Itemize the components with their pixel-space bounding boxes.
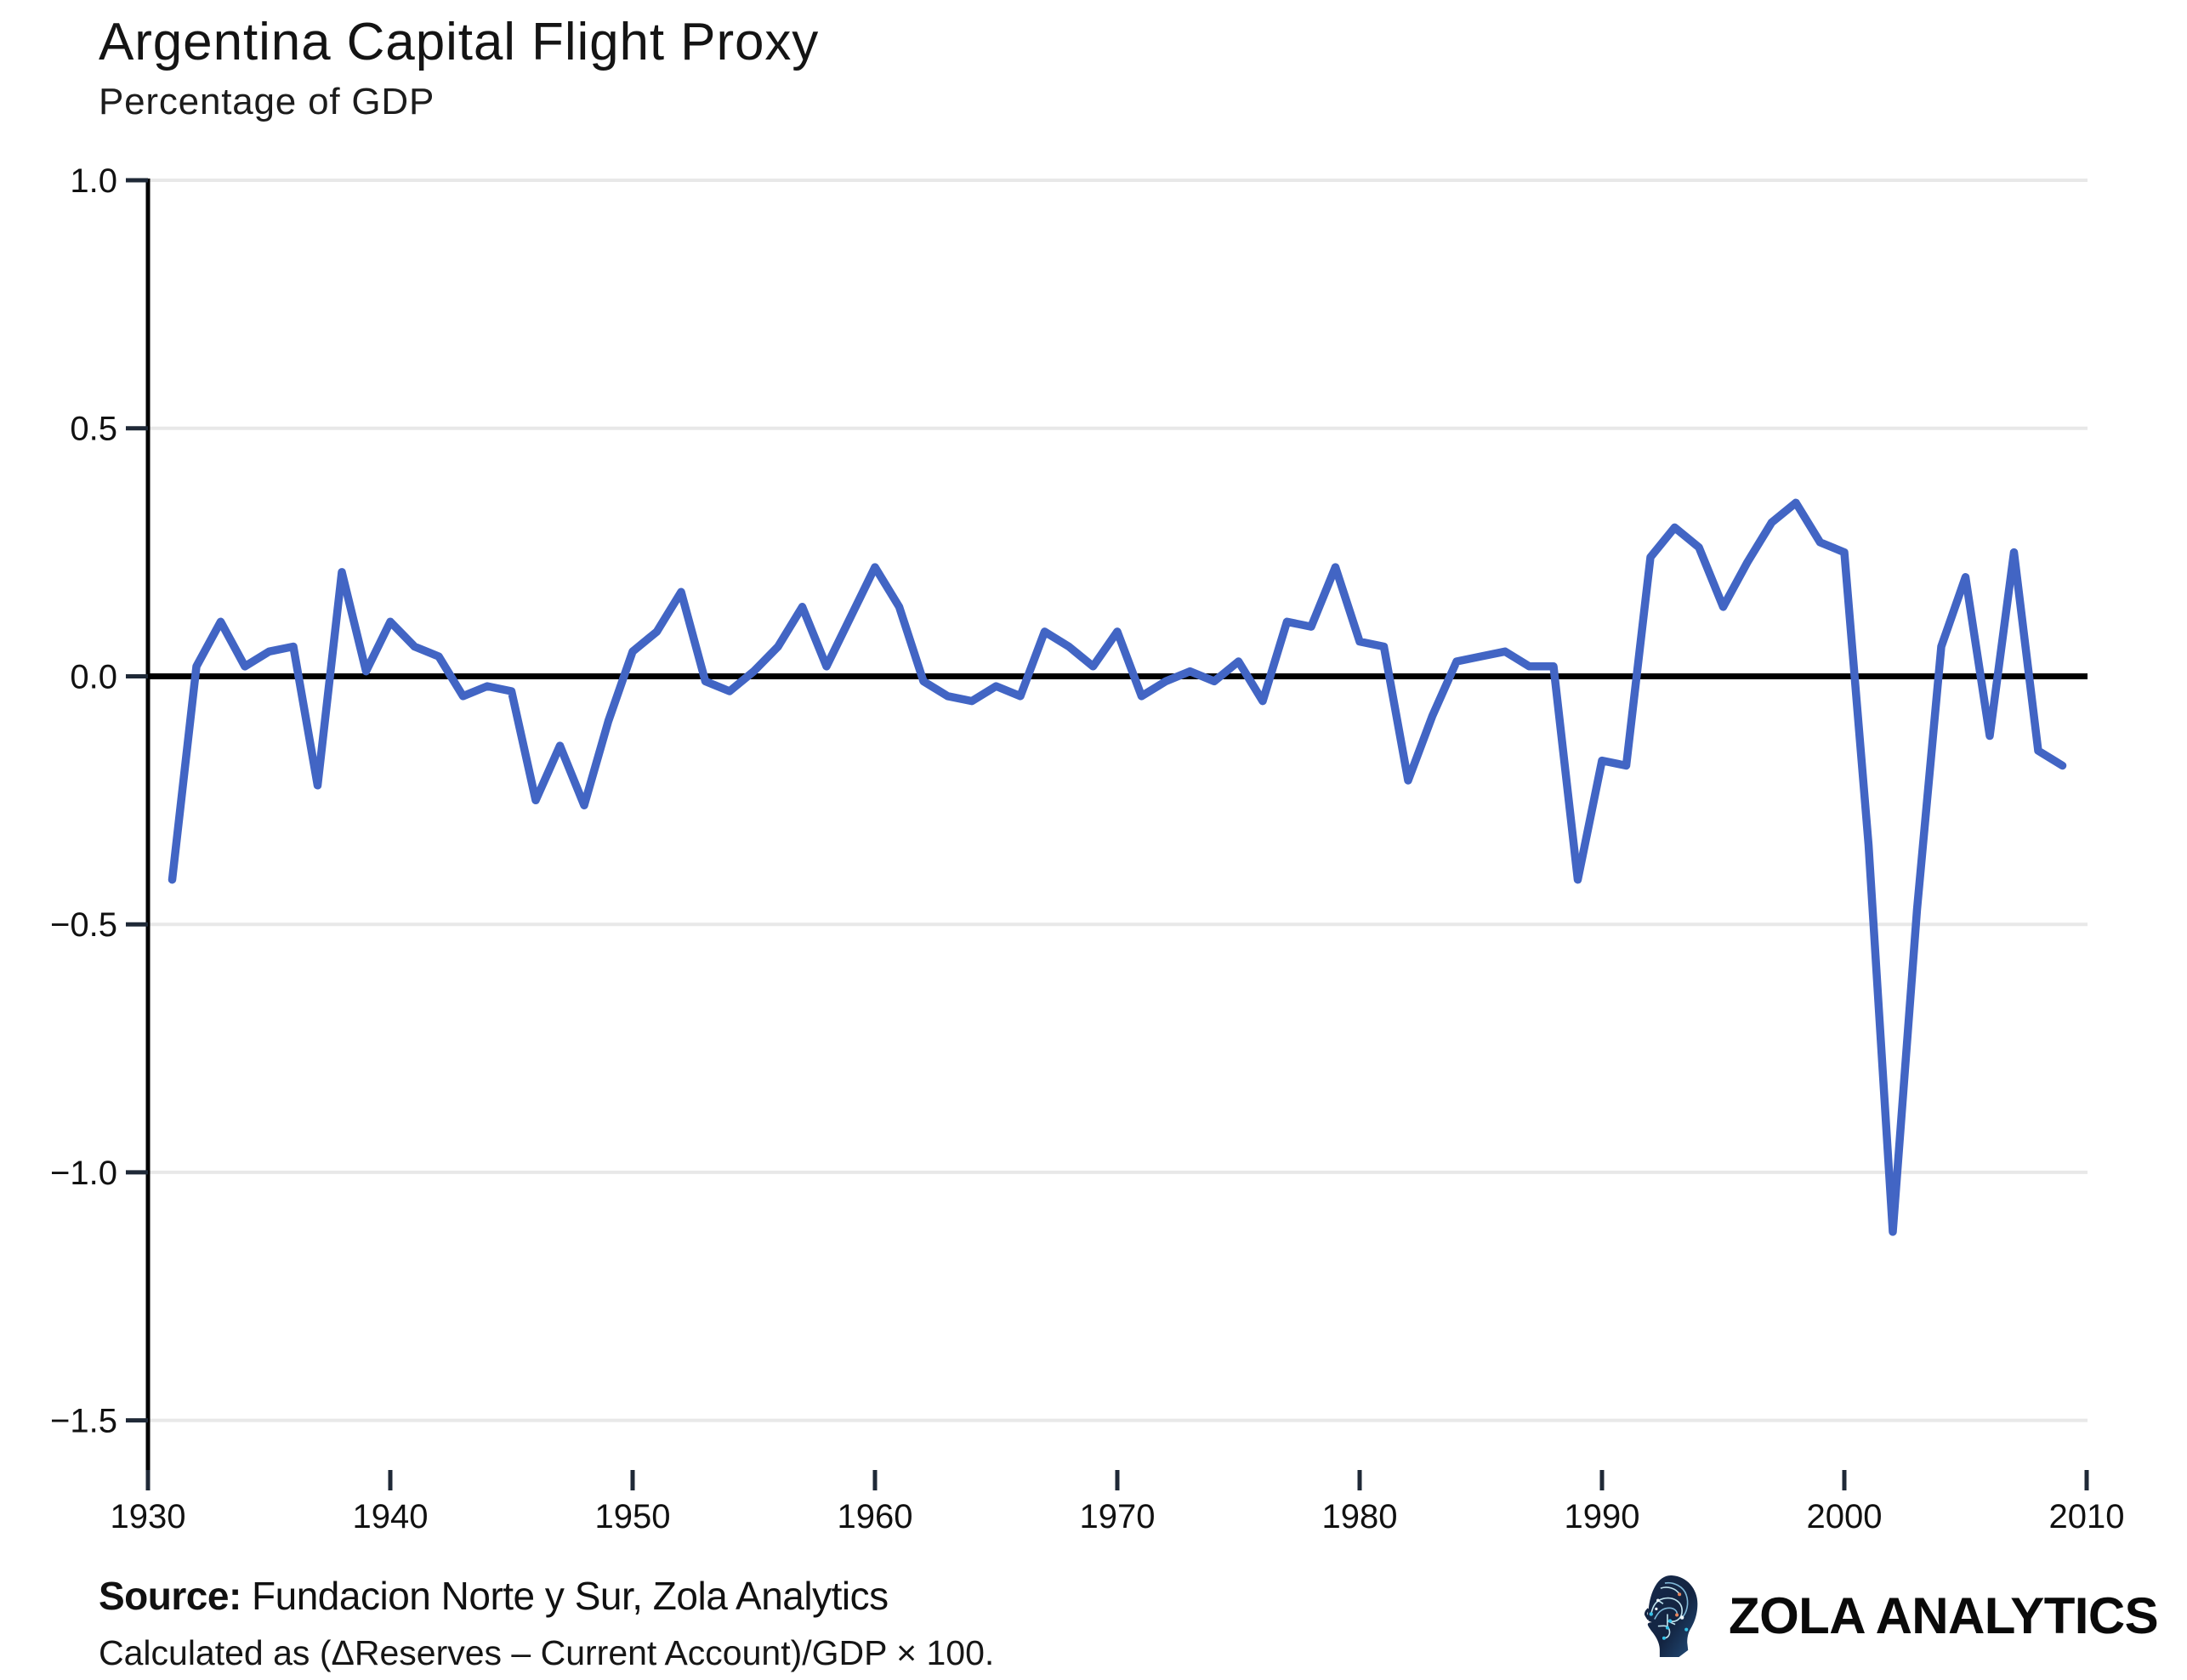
y-tick-label--1.5: −1.5 [50, 1403, 117, 1440]
circuit-trace [1650, 1597, 1684, 1622]
source-line: Source: Fundacion Norte y Sur, Zola Anal… [99, 1573, 889, 1619]
data-line [168, 498, 2067, 1236]
y-tick-label--1: −1.0 [50, 1155, 117, 1192]
brand-name: ZOLA ANALYTICS [1729, 1587, 2159, 1644]
circuit-head-icon [1644, 1575, 1698, 1657]
circuit-trace [1660, 1586, 1680, 1595]
source-text: Fundacion Norte y Sur, Zola Analytics [241, 1574, 889, 1618]
source-label: Source: [99, 1574, 241, 1618]
circuit-dot [1667, 1619, 1673, 1623]
circuit-trace [1664, 1581, 1689, 1619]
circuit-dot [1666, 1626, 1670, 1630]
circuit-dot [1679, 1615, 1684, 1620]
logo-head-group [1644, 1575, 1698, 1657]
footnote: Calculated as (ΔReserves – Current Accou… [99, 1633, 995, 1672]
head-silhouette [1647, 1575, 1698, 1657]
x-tick-label-1970: 1970 [1080, 1498, 1156, 1535]
chart-title: Argentina Capital Flight Proxy [99, 13, 820, 71]
chart-subtitle: Percentage of GDP [99, 81, 435, 122]
x-tick-label-1980: 1980 [1322, 1498, 1398, 1535]
x-tick-label-2000: 2000 [1807, 1498, 1883, 1535]
circuit-trace [1657, 1625, 1671, 1639]
circuit-dot [1655, 1607, 1658, 1611]
x-tick-label-1930: 1930 [111, 1498, 186, 1535]
circuit-dot [1675, 1613, 1679, 1617]
y-tick-label--0.5: −0.5 [50, 906, 117, 944]
x-tick-label-1990: 1990 [1565, 1498, 1640, 1535]
y-tick-label-1: 1.0 [70, 162, 117, 200]
x-tick-label-1950: 1950 [595, 1498, 671, 1535]
brand-logo: ZOLA ANALYTICS [1639, 1575, 2159, 1657]
x-tick-label-1940: 1940 [353, 1498, 429, 1535]
circuit-trace [1654, 1607, 1679, 1620]
circuit-dot [1684, 1627, 1689, 1632]
circuit-dot [1662, 1636, 1667, 1640]
circuit-dot [1678, 1592, 1682, 1597]
y-tick-label-0: 0.0 [70, 658, 117, 695]
face-profile [1644, 1608, 1650, 1620]
x-tick-label-2010: 2010 [2049, 1498, 2125, 1535]
y-tick-label-0.5: 0.5 [70, 411, 117, 448]
x-tick-label-1960: 1960 [838, 1498, 913, 1535]
circuit-dot [1656, 1598, 1660, 1603]
circuit-dot [1649, 1612, 1654, 1616]
